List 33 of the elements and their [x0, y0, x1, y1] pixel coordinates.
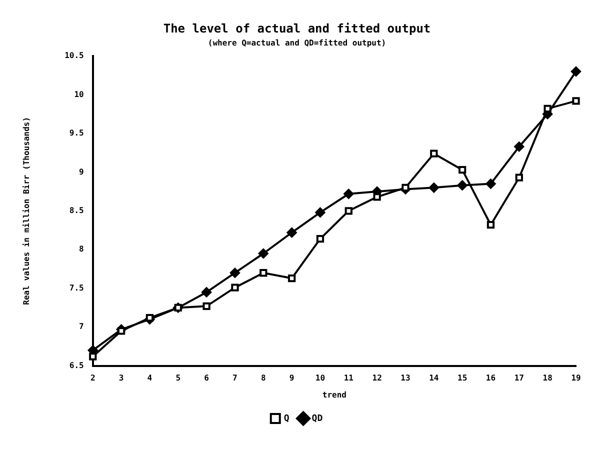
y-tick-label: 8 [79, 244, 84, 254]
y-tick-label: 7 [79, 322, 84, 332]
x-tick-label: 18 [542, 374, 553, 383]
x-tick-label: 16 [486, 374, 496, 383]
x-tick-label: 13 [400, 374, 410, 383]
y-tick-label: 8.5 [69, 206, 84, 215]
x-tick-label: 15 [458, 374, 468, 383]
x-tick-label: 10 [315, 374, 326, 383]
x-tick-label: 19 [571, 374, 581, 383]
x-tick-label: 3 [118, 374, 124, 383]
y-tick-label: 7.5 [69, 283, 84, 292]
x-tick-label: 11 [344, 374, 354, 383]
x-tick-label: 12 [372, 374, 382, 383]
x-tick-label: 6 [204, 374, 210, 383]
x-tick-label: 4 [147, 374, 152, 383]
y-tick-label: 9 [79, 167, 84, 176]
x-tick-label: 7 [232, 374, 238, 383]
y-tick-label: 9.5 [69, 128, 84, 138]
x-tick-label: 8 [260, 374, 266, 383]
y-tick-label: 10 [74, 90, 84, 99]
chart-title: The level of actual and fitted output [163, 21, 431, 36]
x-tick-label: 5 [176, 374, 181, 383]
y-axis-title: Real values in million Birr (Thousands) [22, 116, 31, 305]
x-tick-label: 14 [429, 374, 439, 383]
chart-subtitle: (where Q=actual and QD=fitted output) [208, 38, 386, 48]
x-axis-title: trend [322, 390, 347, 400]
x-tick-label: 2 [90, 374, 96, 383]
x-tick-label: 17 [514, 374, 524, 383]
legend-label: Q [284, 414, 290, 424]
x-tick-label: 9 [289, 374, 294, 383]
legend-label: QD [312, 414, 324, 424]
y-tick-label: 10.5 [64, 51, 84, 60]
y-tick-label: 6.5 [69, 360, 84, 370]
